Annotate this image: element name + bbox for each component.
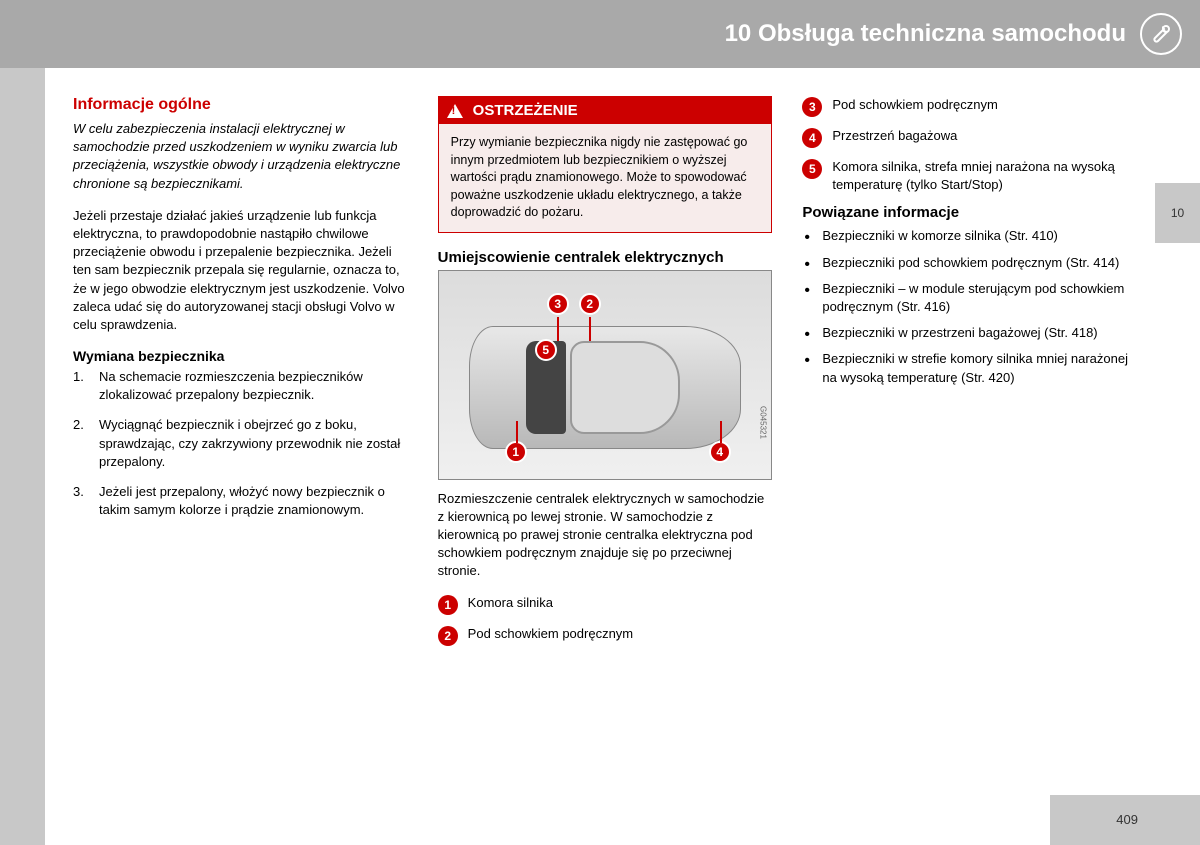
related-item: Bezpieczniki w strefie komory silnika mn…	[802, 350, 1137, 386]
intro-text: W celu zabezpieczenia instalacji elektry…	[73, 120, 408, 193]
warning-box: OSTRZEŻENIE Przy wymianie bezpiecznika n…	[438, 96, 773, 233]
warning-body: Przy wymianie bezpiecznika nigdy nie zas…	[439, 124, 772, 232]
diagram-caption: Rozmieszczenie centralek elektrycznych w…	[438, 490, 773, 581]
location-text: Przestrzeń bagażowa	[832, 127, 957, 145]
related-item: Bezpieczniki w przestrzeni bagażowej (St…	[802, 324, 1137, 342]
location-text: Komora silnika, strefa mniej narażona na…	[832, 158, 1137, 194]
step-item: Jeżeli jest przepalony, włożyć nowy bezp…	[73, 483, 408, 519]
warning-header: OSTRZEŻENIE	[439, 97, 772, 124]
step-item: Na schemacie rozmieszczenia bezpiecznikó…	[73, 368, 408, 404]
related-item: Bezpieczniki pod schowkiem podręcznym (S…	[802, 254, 1137, 272]
diagram-heading: Umiejscowienie centralek elektrycznych	[438, 249, 773, 266]
related-item: Bezpieczniki – w module sterującym pod s…	[802, 280, 1137, 316]
section-heading: Informacje ogólne	[73, 96, 408, 114]
location-badge: 3	[802, 97, 822, 117]
paragraph: Jeżeli przestaje działać jakieś urządzen…	[73, 207, 408, 334]
location-item: 2 Pod schowkiem podręcznym	[438, 625, 773, 646]
location-badge: 4	[802, 128, 822, 148]
right-margin: 10	[1155, 68, 1200, 845]
marker-3: 3	[547, 293, 569, 315]
wrench-icon	[1140, 13, 1182, 55]
location-text: Komora silnika	[468, 594, 553, 612]
fuse-location-diagram: 3 2 5 1 4 G045321	[438, 270, 773, 480]
car-outline	[469, 326, 742, 449]
location-list-cont: 3 Pod schowkiem podręcznym 4 Przestrzeń …	[802, 96, 1137, 194]
related-item: Bezpieczniki w komorze silnika (Str. 410…	[802, 227, 1137, 245]
page-body: Informacje ogólne W celu zabezpieczenia …	[0, 68, 1200, 845]
warning-label: OSTRZEŻENIE	[473, 102, 578, 119]
location-item: 1 Komora silnika	[438, 594, 773, 615]
marker-1: 1	[505, 441, 527, 463]
marker-5: 5	[535, 339, 557, 361]
location-item: 5 Komora silnika, strefa mniej narażona …	[802, 158, 1137, 194]
subheading: Wymiana bezpiecznika	[73, 348, 408, 364]
left-margin	[0, 68, 45, 845]
column-3: 3 Pod schowkiem podręcznym 4 Przestrzeń …	[802, 96, 1137, 845]
related-list: Bezpieczniki w komorze silnika (Str. 410…	[802, 227, 1137, 386]
location-item: 4 Przestrzeń bagażowa	[802, 127, 1137, 148]
related-heading: Powiązane informacje	[802, 204, 1137, 221]
car-roof	[570, 341, 681, 434]
page-number: 409	[1116, 812, 1138, 827]
page-header: 10 Obsługa techniczna samochodu	[0, 0, 1200, 68]
location-badge: 1	[438, 595, 458, 615]
location-text: Pod schowkiem podręcznym	[832, 96, 997, 114]
content-columns: Informacje ogólne W celu zabezpieczenia …	[45, 68, 1155, 845]
marker-line	[720, 421, 722, 443]
location-list: 1 Komora silnika 2 Pod schowkiem podręcz…	[438, 594, 773, 646]
header-title: 10 Obsługa techniczna samochodu	[725, 20, 1126, 48]
location-badge: 5	[802, 159, 822, 179]
chapter-tab: 10	[1155, 183, 1200, 243]
location-item: 3 Pod schowkiem podręcznym	[802, 96, 1137, 117]
warning-icon	[447, 104, 463, 118]
location-badge: 2	[438, 626, 458, 646]
location-text: Pod schowkiem podręcznym	[468, 625, 633, 643]
steps-list: Na schemacie rozmieszczenia bezpiecznikó…	[73, 368, 408, 519]
marker-line	[516, 421, 518, 443]
column-1: Informacje ogólne W celu zabezpieczenia …	[73, 96, 408, 845]
column-2: OSTRZEŻENIE Przy wymianie bezpiecznika n…	[438, 96, 773, 845]
step-item: Wyciągnąć bezpiecznik i obejrzeć go z bo…	[73, 416, 408, 471]
marker-4: 4	[709, 441, 731, 463]
marker-2: 2	[579, 293, 601, 315]
diagram-code: G045321	[758, 406, 767, 439]
